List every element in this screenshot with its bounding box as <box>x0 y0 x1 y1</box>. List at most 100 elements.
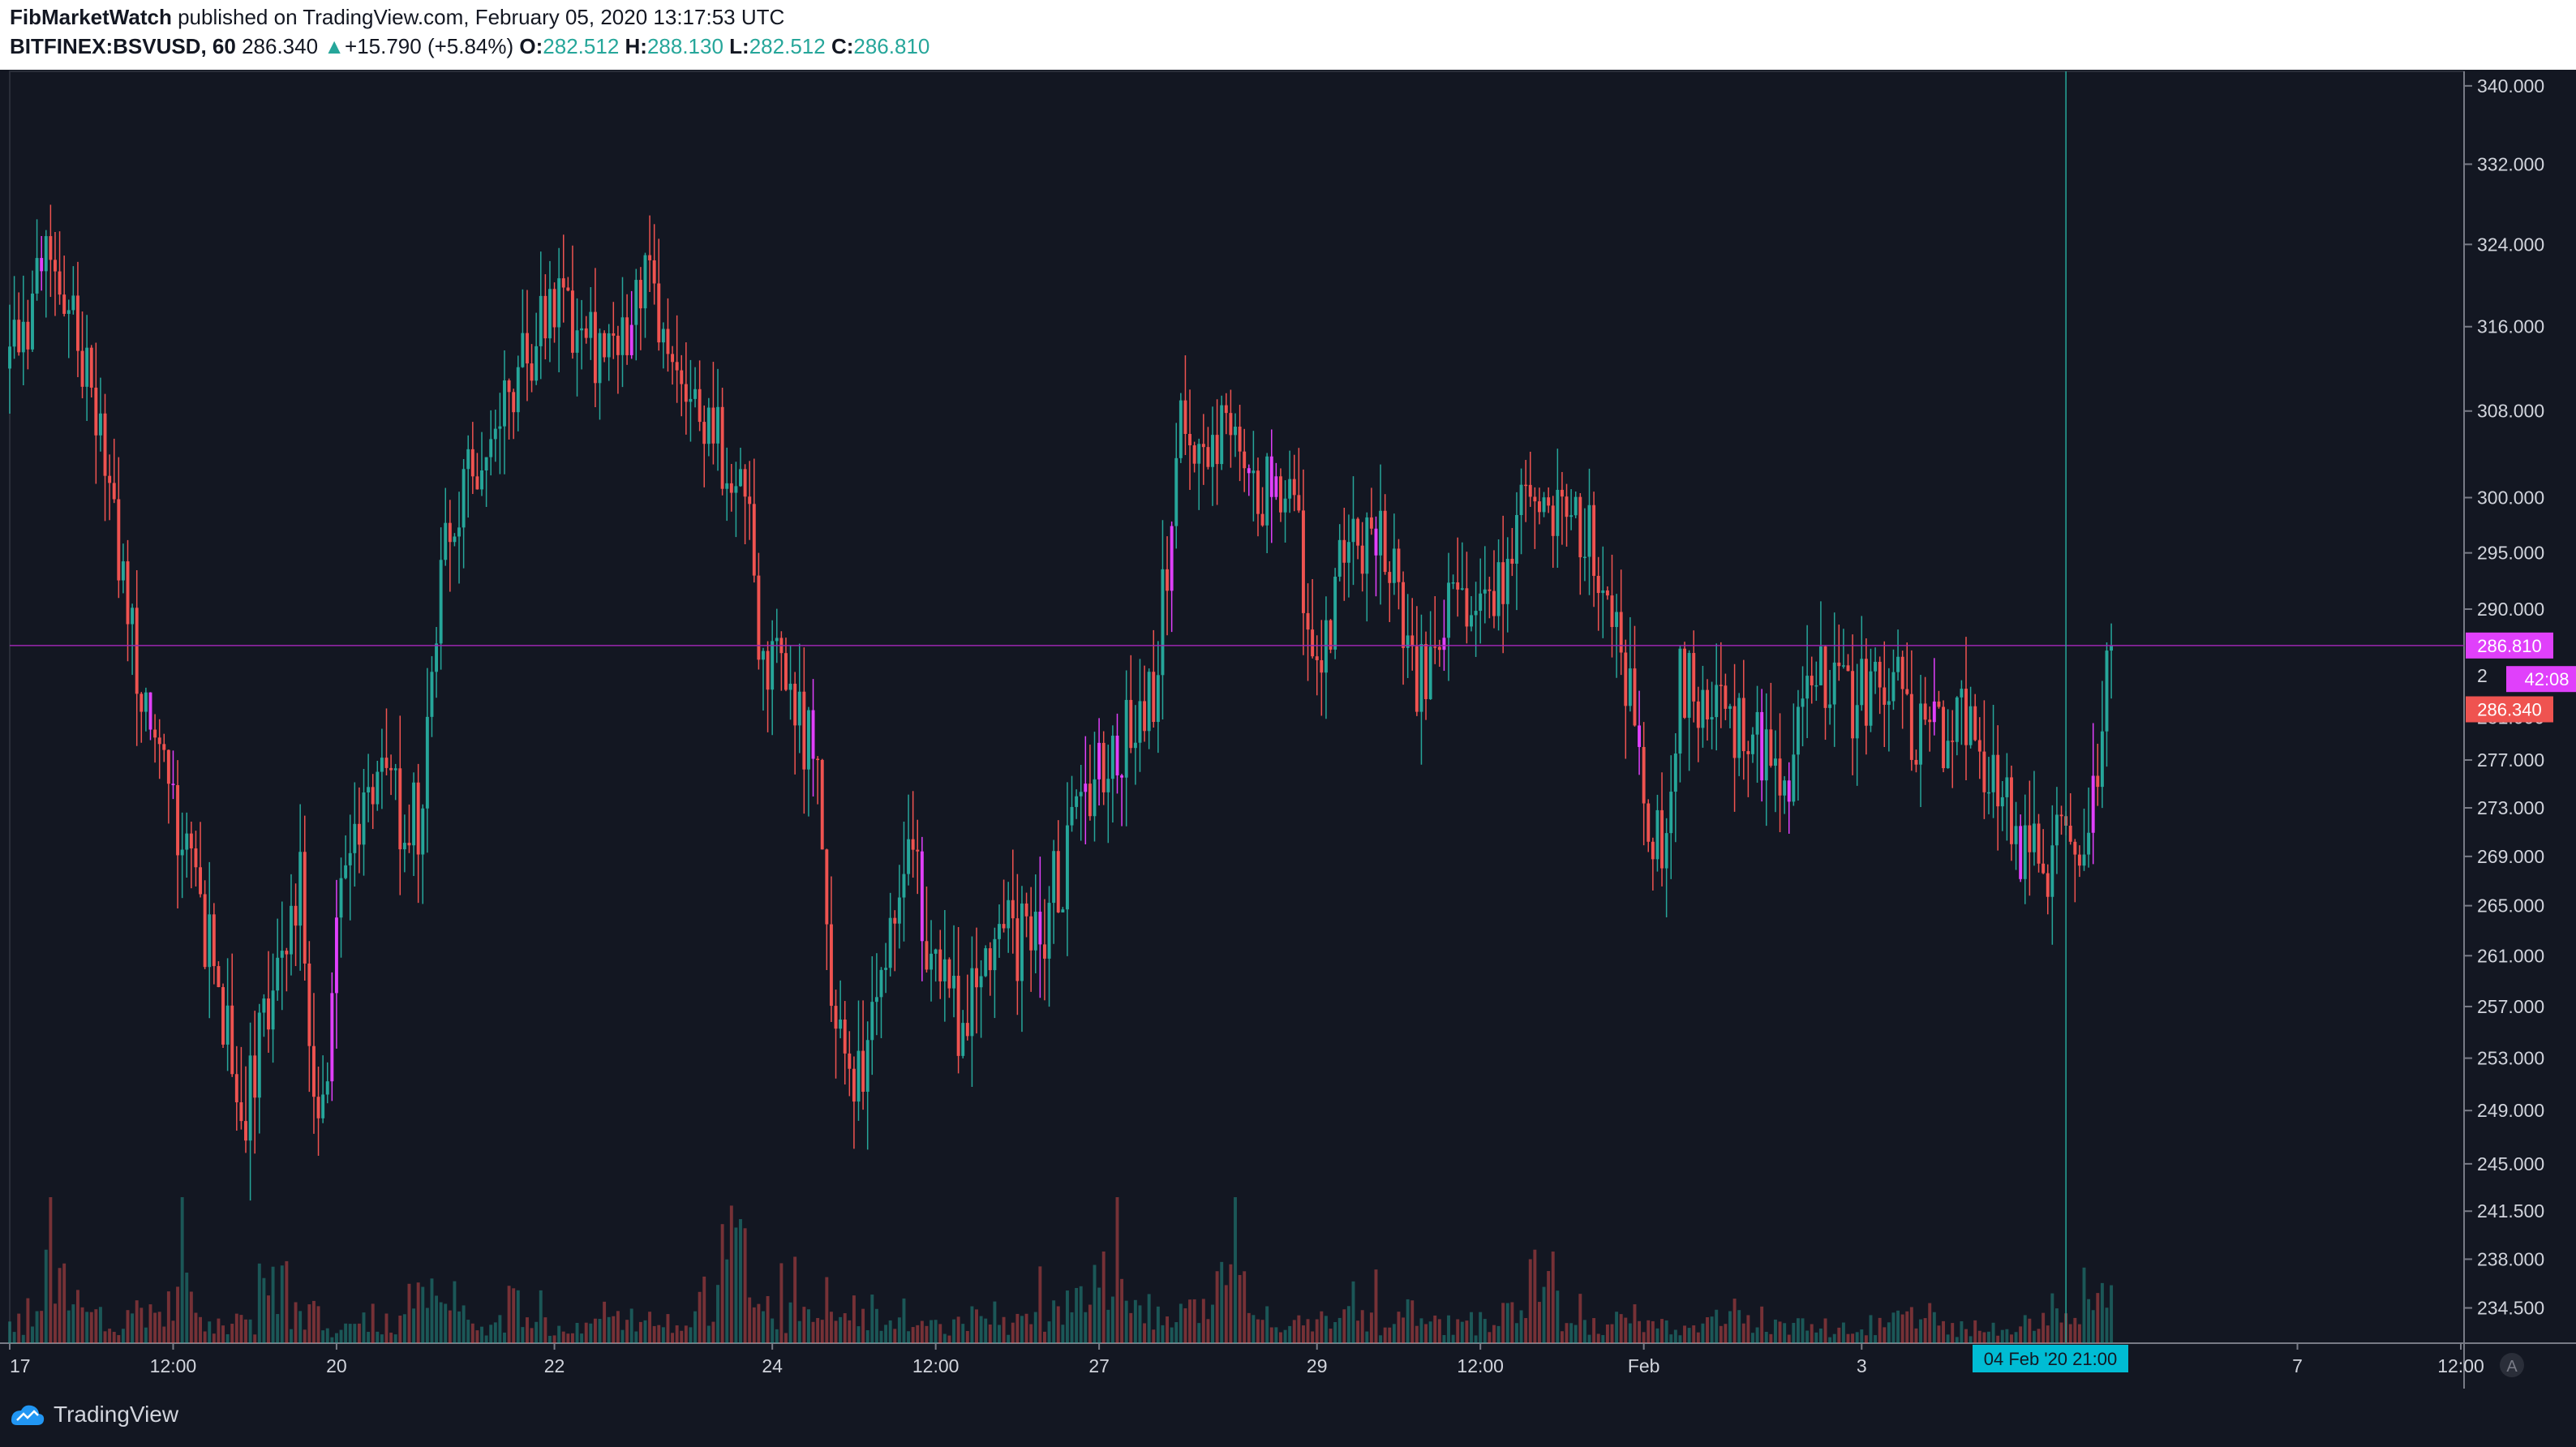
candle-body <box>942 959 947 981</box>
volume-bar <box>680 1330 684 1343</box>
volume-bar <box>1052 1300 1056 1343</box>
volume-bar <box>612 1316 616 1343</box>
candle-body <box>2023 825 2027 879</box>
symbol-name[interactable]: BITFINEX:BSVUSD, 60 <box>10 34 236 58</box>
volume-bar <box>2068 1324 2072 1343</box>
candle-body <box>1764 729 1768 781</box>
candle-body <box>879 969 883 998</box>
candle-body <box>1442 638 1446 651</box>
author-name[interactable]: FibMarketWatch <box>10 5 172 29</box>
candle-body <box>1333 576 1337 650</box>
volume-bar <box>1737 1310 1741 1343</box>
candle-body <box>1306 612 1310 630</box>
time-axis[interactable]: 17 12:00 20 22 24 12:00 27 29 12:00 Feb 3 7 12:00 A <box>9 1343 2524 1377</box>
volume-bar <box>353 1324 357 1343</box>
volume-bar <box>1515 1323 1518 1343</box>
volume-bar <box>171 1320 175 1343</box>
candle-body <box>1288 479 1292 499</box>
candle-body <box>1156 675 1160 723</box>
chart-background <box>0 70 2576 1389</box>
candle-body <box>648 255 652 260</box>
candle-body <box>8 346 11 369</box>
volume-bar <box>1356 1320 1360 1343</box>
volume-bar <box>1624 1317 1628 1343</box>
candle-body <box>1624 652 1628 706</box>
volume-bar <box>661 1327 665 1343</box>
volume-bar <box>85 1312 89 1343</box>
candle-body <box>1274 476 1278 497</box>
volume-bar <box>1805 1330 1810 1343</box>
x-tick-label: 24 <box>762 1355 783 1376</box>
volume-bar <box>280 1265 284 1343</box>
candle-body <box>234 1074 238 1103</box>
volume-bar <box>1065 1290 1069 1343</box>
price-axis[interactable]: 340.000 332.000 324.000 316.000 308.000 300.0… <box>2464 75 2576 1319</box>
volume-bar <box>140 1307 144 1343</box>
auto-scale-button[interactable] <box>2500 1353 2524 1377</box>
volume-bar <box>1179 1303 1183 1343</box>
candle-body <box>548 289 552 339</box>
candle-body <box>1828 704 1832 708</box>
volume-bar <box>984 1318 988 1343</box>
candle-body <box>17 320 21 353</box>
candle-body <box>1419 644 1423 712</box>
candle-body <box>2054 814 2059 846</box>
candle-body <box>1161 569 1165 676</box>
candle-body <box>1015 918 1020 981</box>
candle-body <box>725 483 729 489</box>
candle-body <box>711 407 715 444</box>
volume-bar <box>947 1335 951 1343</box>
volume-bar <box>1864 1335 1868 1343</box>
volume-bar <box>825 1277 829 1343</box>
candle-body <box>1133 742 1137 749</box>
volume-bar <box>2023 1315 2027 1343</box>
candle-body <box>448 522 452 543</box>
price-chart[interactable]: 04 Feb '20 21:00 340.000332.000324.00031… <box>0 0 2576 1389</box>
candle-body <box>439 560 443 644</box>
volume-bar <box>1841 1322 1845 1343</box>
candle-body <box>1760 711 1764 781</box>
candle-body <box>303 852 307 964</box>
volume-bar <box>1206 1319 1210 1343</box>
volume-bar <box>344 1323 348 1343</box>
candle-body <box>2014 826 2018 844</box>
candle-body <box>1547 497 1551 506</box>
volume-bar <box>2028 1318 2032 1343</box>
volume-bar <box>285 1260 289 1343</box>
candle-body <box>1311 629 1315 657</box>
candle-body <box>570 290 574 353</box>
candle-body <box>1269 456 1273 497</box>
candle-body <box>298 852 303 926</box>
volume-bar <box>920 1320 924 1343</box>
volume-bar <box>470 1323 474 1343</box>
volume-bar <box>1483 1319 1487 1343</box>
candle-body <box>2005 777 2009 797</box>
volume-bar <box>1024 1313 1028 1343</box>
tradingview-brand[interactable]: TradingView <box>10 1402 178 1428</box>
candle-body <box>1587 505 1591 557</box>
volume-bar <box>1646 1320 1651 1343</box>
candle-body <box>1143 701 1147 732</box>
candle-body <box>1456 582 1460 590</box>
candle-body <box>734 486 738 493</box>
volume-bar <box>1942 1320 1945 1343</box>
volume-bar <box>112 1332 116 1343</box>
volume-bar <box>1301 1325 1305 1343</box>
candle-body <box>907 839 911 874</box>
candle-body <box>1977 740 1981 752</box>
candle-body <box>271 990 275 1030</box>
volume-bar <box>1047 1321 1051 1343</box>
candle-body <box>575 330 579 353</box>
candle-body <box>1719 685 1723 686</box>
price-badge-label: 286.340 <box>2477 700 2542 720</box>
volume-bar <box>1088 1304 1092 1343</box>
volume-bar <box>1764 1331 1768 1343</box>
candle-body <box>135 608 139 694</box>
volume-bar <box>1410 1300 1415 1343</box>
candle-body <box>1814 685 1818 687</box>
volume-bar <box>1628 1323 1632 1343</box>
candle-body <box>1928 719 1932 723</box>
volume-bar <box>806 1309 810 1343</box>
candle-body <box>616 335 620 355</box>
candle-body <box>1519 484 1523 515</box>
